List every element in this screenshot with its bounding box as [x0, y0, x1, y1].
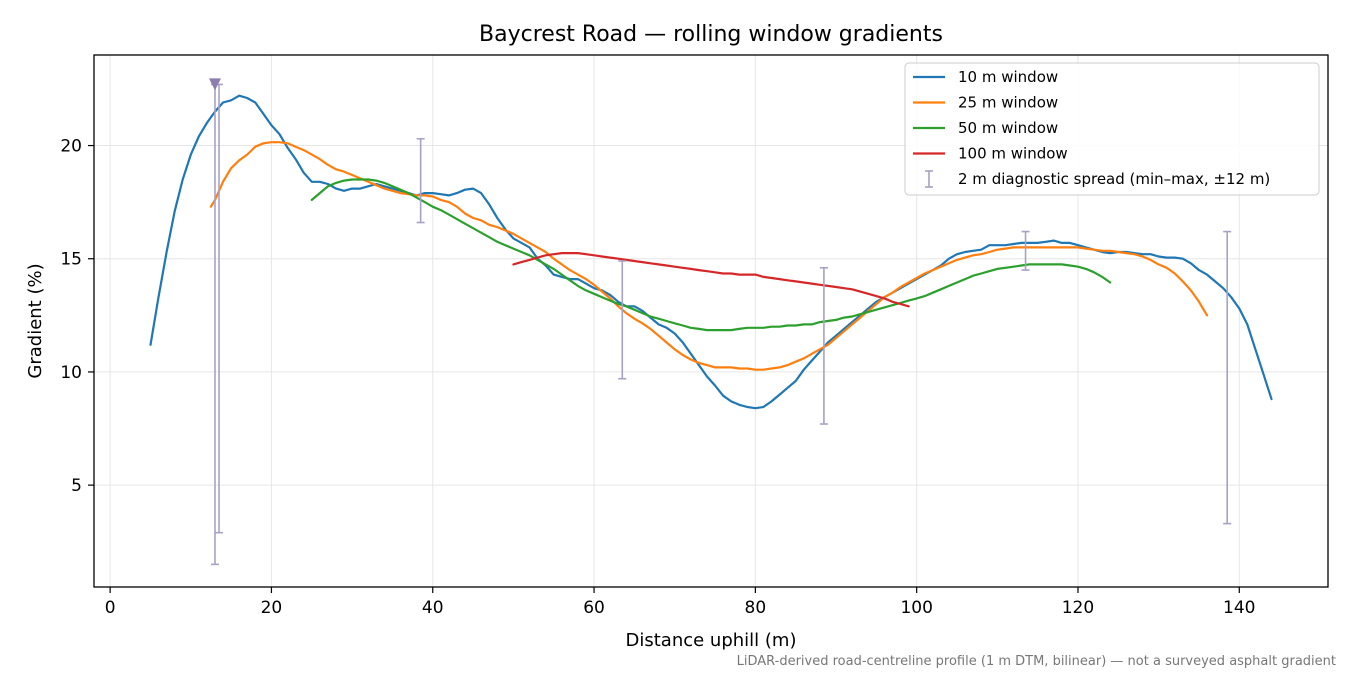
- spread-marker: [208, 78, 221, 91]
- x-tick-label: 20: [261, 598, 283, 618]
- plot-frame: [93, 54, 1329, 588]
- axis-ticks: 0 20 40 60 80 100 120 140 5 10 15 20: [60, 137, 1255, 618]
- y-tick-label: 15: [60, 250, 82, 270]
- x-tick-label: 60: [583, 598, 605, 618]
- x-tick-label: 100: [900, 598, 932, 618]
- series-line-0: [149, 94, 1273, 410]
- series-line-2: [310, 178, 1112, 332]
- x-tick-label: 0: [105, 598, 116, 618]
- chart-title: Baycrest Road — rolling window gradients: [479, 22, 943, 47]
- x-axis-title: Distance uphill (m): [626, 630, 797, 651]
- x-tick-label: 80: [745, 598, 767, 618]
- legend-label: 25 m window: [958, 94, 1058, 112]
- y-tick-label: 5: [71, 476, 82, 496]
- legend-label: 50 m window: [958, 119, 1058, 137]
- footnote: LiDAR-derived road-centreline profile (1…: [737, 654, 1336, 669]
- y-tick-label: 20: [60, 137, 82, 157]
- x-tick-label: 140: [1223, 598, 1255, 618]
- x-tick-label: 120: [1062, 598, 1094, 618]
- legend-label: 2 m diagnostic spread (min–max, ±12 m): [958, 170, 1270, 188]
- y-tick-label: 10: [60, 363, 82, 383]
- legend-label: 10 m window: [958, 68, 1058, 86]
- legend-label: 100 m window: [958, 145, 1068, 163]
- x-tick-label: 40: [422, 598, 444, 618]
- legend-box: [904, 62, 1320, 196]
- series-line-1: [209, 141, 1209, 371]
- legend: 10 m window 25 m window 50 m window 100 m w…: [904, 62, 1320, 196]
- series-line-3: [512, 252, 910, 308]
- y-axis-title: Gradient (%): [25, 263, 46, 378]
- plot-area: [149, 78, 1273, 566]
